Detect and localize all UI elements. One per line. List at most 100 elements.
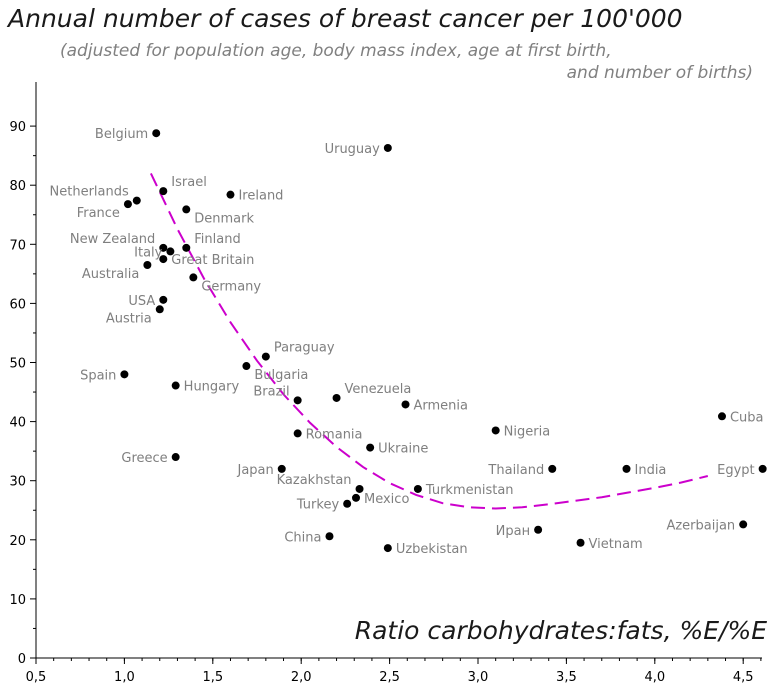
y-tick-label: 70	[9, 238, 26, 253]
point-label: Spain	[80, 368, 116, 383]
data-point	[332, 393, 341, 402]
chart-subtitle-line1: (adjusted for population age, body mass …	[60, 41, 612, 61]
data-point	[293, 396, 302, 405]
y-tick-label: 90	[9, 120, 26, 135]
data-point	[189, 273, 198, 282]
data-point	[242, 362, 251, 371]
point-label: New Zealand	[70, 232, 155, 247]
point-label: Hungary	[184, 380, 240, 395]
data-point	[717, 412, 726, 421]
point-label: Mexico	[364, 492, 409, 507]
x-tick-label: 3,5	[556, 670, 577, 685]
data-point	[622, 464, 631, 473]
point-label: Italy	[134, 245, 163, 260]
point-label: Greece	[121, 451, 167, 466]
point-label: Finland	[194, 232, 240, 247]
data-point	[182, 243, 191, 252]
data-point	[155, 305, 164, 314]
data-point	[343, 499, 352, 508]
data-point	[534, 525, 543, 534]
x-tick-label: 2,5	[379, 670, 400, 685]
point-label: Vietnam	[589, 537, 643, 552]
x-ticks: 0,5 1,0 1,5 2,0 2,5 3,0 3,5 4,0 4,5	[26, 658, 762, 685]
point-label: Azerbaijan	[666, 518, 735, 533]
data-point	[132, 196, 141, 205]
point-label: Kazakhstan	[277, 473, 352, 488]
point-label: Thailand	[487, 463, 544, 478]
data-point	[576, 538, 585, 547]
y-tick-label: 50	[9, 357, 26, 372]
data-point	[152, 129, 161, 138]
data-point	[293, 429, 302, 438]
point-label: Romania	[306, 427, 363, 442]
data-point	[182, 205, 191, 214]
point-label: Ireland	[238, 189, 283, 204]
data-point	[159, 255, 168, 264]
data-point	[758, 464, 767, 473]
y-tick-label: 10	[9, 593, 26, 608]
point-label: Uzbekistan	[396, 542, 468, 557]
point-label: Armenia	[414, 398, 469, 413]
point-label: Japan	[236, 463, 273, 478]
data-point	[491, 426, 500, 435]
data-point	[366, 443, 375, 452]
point-label: USA	[128, 294, 155, 309]
y-ticks: 0 10 20 30 40 50 60 70 80 90	[9, 120, 36, 667]
data-point	[159, 187, 168, 196]
data-point	[143, 260, 152, 269]
y-tick-label: 60	[9, 297, 26, 312]
data-point	[171, 381, 180, 390]
point-label: India	[635, 463, 667, 478]
data-point	[166, 247, 175, 256]
point-label: Ukraine	[378, 442, 428, 457]
data-point	[277, 464, 286, 473]
x-axis-label: Ratio carbohydrates:fats, %E/%E	[354, 616, 767, 645]
data-point	[159, 243, 168, 252]
data-point	[739, 520, 748, 529]
data-point	[120, 370, 129, 379]
axes	[35, 82, 762, 659]
point-label: Great Britain	[171, 253, 254, 268]
point-label: Netherlands	[50, 185, 129, 200]
data-points	[120, 129, 767, 553]
point-label: Belgium	[95, 127, 148, 142]
y-tick-label: 20	[9, 534, 26, 549]
point-label: Brazil	[253, 384, 289, 399]
point-label: Turkmenistan	[425, 483, 514, 498]
chart-title: Annual number of cases of breast cancer …	[8, 4, 683, 33]
trendline	[149, 172, 709, 510]
y-tick-label: 0	[18, 652, 26, 667]
point-label: Egypt	[717, 463, 755, 478]
data-point	[413, 484, 422, 493]
point-label: Germany	[201, 279, 261, 294]
chart-subtitle-line2: and number of births)	[566, 63, 753, 83]
point-label: Nigeria	[504, 424, 551, 439]
point-label: Turkey	[296, 498, 340, 513]
data-point	[171, 453, 180, 462]
point-label: Иран	[496, 524, 530, 539]
point-label: Paraguay	[274, 341, 335, 356]
point-label: Uruguay	[325, 142, 381, 157]
data-point	[383, 143, 392, 152]
x-tick-label: 2,0	[291, 670, 312, 685]
point-label: Bulgaria	[254, 368, 308, 383]
point-label: China	[284, 530, 321, 545]
point-label: Venezuela	[345, 382, 412, 397]
point-label: Cuba	[730, 410, 764, 425]
x-tick-label: 4,0	[644, 670, 665, 685]
point-label: Israel	[171, 175, 207, 190]
data-point	[261, 352, 270, 361]
data-point	[325, 532, 334, 541]
point-label: Austria	[106, 311, 152, 326]
x-tick-label: 1,5	[202, 670, 223, 685]
x-tick-label: 1,0	[114, 670, 135, 685]
point-label: Australia	[82, 267, 140, 282]
point-labels: Belgium Uruguay Israel Ireland Netherlands Fr…	[50, 127, 764, 557]
y-tick-label: 40	[9, 416, 26, 431]
x-tick-label: 4,5	[733, 670, 754, 685]
data-point	[401, 400, 410, 409]
y-tick-label: 30	[9, 475, 26, 490]
point-label: France	[77, 206, 120, 221]
data-point	[123, 200, 132, 209]
data-point	[226, 190, 235, 199]
